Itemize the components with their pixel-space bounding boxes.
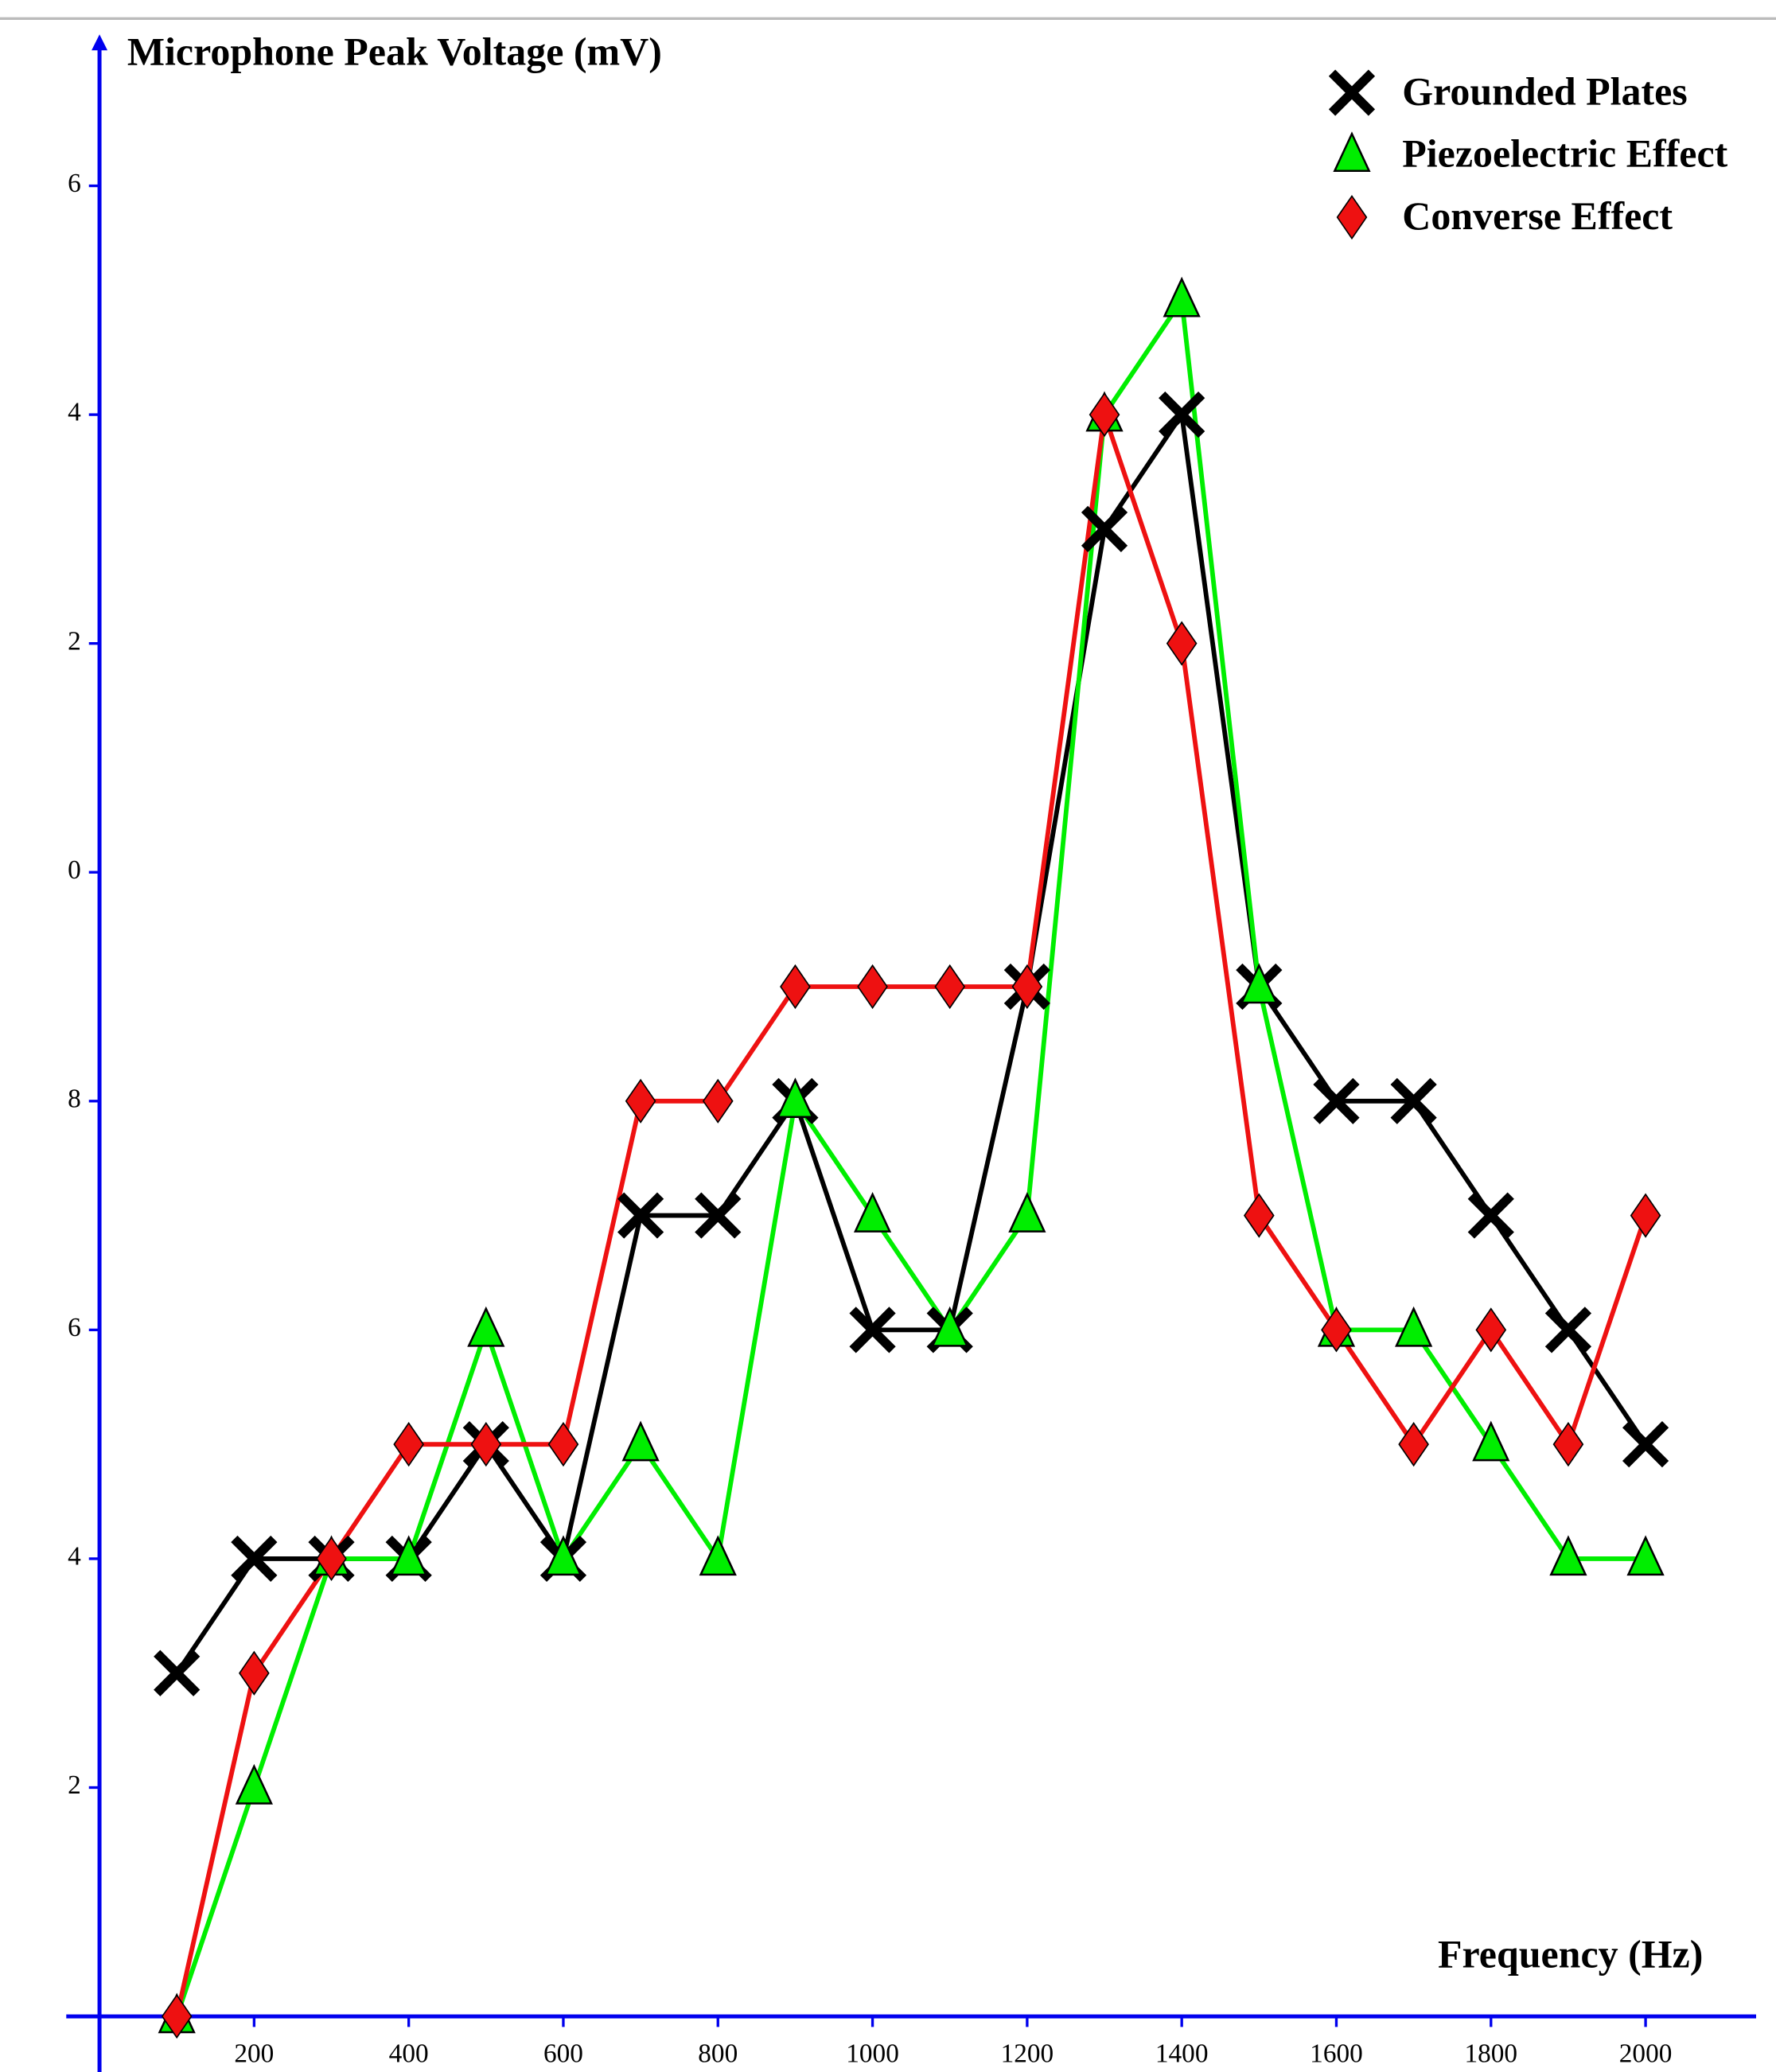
x-tick-label: 1400 [1155, 2039, 1209, 2069]
diamond-marker [1166, 621, 1198, 666]
triangle-marker [235, 1763, 273, 1805]
triangle-marker [467, 1306, 505, 1347]
x-marker [1159, 391, 1205, 438]
x-tick-label: 400 [389, 2039, 429, 2069]
y-tick-label: 6 [68, 169, 81, 198]
legend-marker [1328, 69, 1376, 116]
triangle-marker [1549, 1535, 1587, 1576]
x-marker [849, 1307, 896, 1353]
y-axis-arrow [92, 34, 108, 51]
diamond-marker [857, 964, 888, 1010]
y-tick-label: 6 [68, 1313, 81, 1342]
diamond-marker [1398, 1422, 1429, 1467]
diamond-marker [1321, 1307, 1352, 1353]
diamond-marker [780, 964, 811, 1010]
diamond-marker [1243, 1193, 1275, 1238]
x-tick-label: 1800 [1464, 2039, 1517, 2069]
y-tick-label: 8 [68, 1084, 81, 1113]
x-tick-label: 2000 [1619, 2039, 1673, 2069]
diamond-marker [393, 1422, 424, 1467]
x-axis-label: Frequency (Hz) [1438, 1931, 1703, 1976]
y-tick-label: 0 [68, 855, 81, 885]
triangle-marker [621, 1420, 660, 1462]
series-line [174, 412, 1648, 2017]
diamond-marker [161, 1993, 193, 2039]
legend-label: Piezoelectric Effect [1402, 131, 1727, 176]
x-tick-label: 1200 [1001, 2039, 1054, 2069]
x-tick-label: 1000 [846, 2039, 899, 2069]
legend-marker [1336, 194, 1368, 240]
diamond-marker [239, 1650, 270, 1696]
triangle-marker [544, 1535, 582, 1576]
y-tick-label: 4 [68, 398, 81, 427]
series-line [174, 412, 1648, 1675]
triangle-marker [390, 1535, 428, 1576]
x-tick-label: 600 [543, 2039, 583, 2069]
triangle-marker [1395, 1306, 1433, 1347]
x-marker [1467, 1192, 1514, 1239]
legend-marker [1333, 131, 1371, 173]
triangle-marker [1240, 963, 1278, 1004]
diamond-marker [1011, 964, 1043, 1010]
triangle-marker [1163, 276, 1201, 317]
diamond-marker [1630, 1193, 1661, 1238]
legend-label: Grounded Plates [1402, 68, 1687, 113]
x-marker [1081, 505, 1128, 552]
diamond-marker [1475, 1307, 1507, 1353]
x-marker [1544, 1307, 1592, 1353]
triangle-marker [1626, 1535, 1665, 1576]
y-tick-label: 4 [68, 1542, 81, 1572]
x-marker [1390, 1077, 1437, 1124]
diamond-marker [316, 1536, 347, 1582]
y-axis-label: Microphone Peak Voltage (mV) [127, 29, 662, 73]
diamond-marker [547, 1422, 579, 1467]
series-line [174, 298, 1646, 2018]
x-marker [1622, 1421, 1669, 1468]
triangle-marker [699, 1535, 737, 1576]
diamond-marker [625, 1078, 656, 1124]
diamond-marker [1089, 391, 1120, 438]
triangle-marker [1008, 1191, 1046, 1233]
diamond-marker [702, 1078, 734, 1124]
triangle-marker [1472, 1420, 1510, 1462]
y-tick-label: 2 [68, 1770, 81, 1800]
x-marker [695, 1192, 742, 1239]
x-marker [1313, 1077, 1360, 1124]
x-marker [154, 1649, 201, 1696]
diamond-marker [470, 1422, 502, 1467]
x-marker [231, 1535, 278, 1583]
x-marker [617, 1192, 664, 1239]
y-tick-label: 2 [68, 626, 81, 656]
triangle-marker [776, 1077, 815, 1119]
diamond-marker [934, 964, 966, 1010]
x-tick-label: 200 [234, 2039, 274, 2069]
x-tick-label: 1600 [1310, 2039, 1363, 2069]
diamond-marker [1552, 1422, 1584, 1467]
legend-label: Converse Effect [1402, 193, 1673, 238]
triangle-marker [931, 1306, 969, 1347]
x-tick-label: 800 [698, 2039, 738, 2069]
triangle-marker [853, 1191, 892, 1233]
